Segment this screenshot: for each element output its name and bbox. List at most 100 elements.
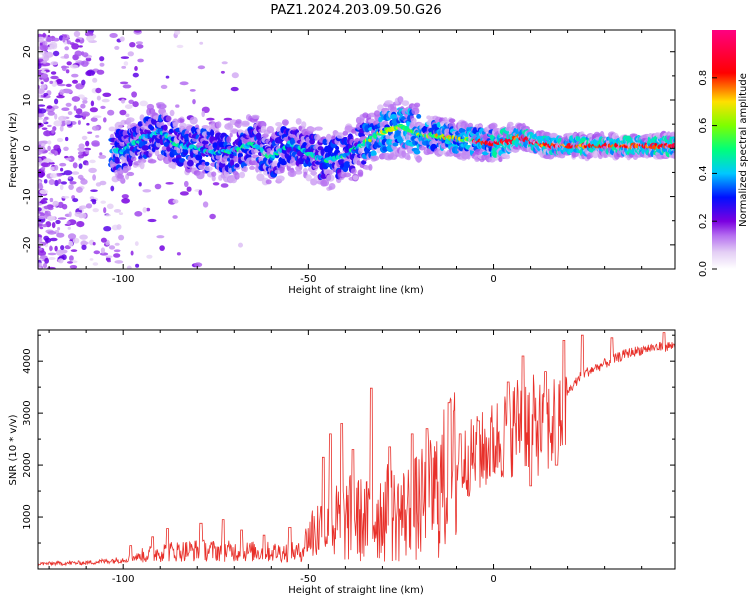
heatmap-cell bbox=[211, 175, 216, 182]
colorbar-tick-label: 0.2 bbox=[698, 213, 709, 229]
heatmap-cell bbox=[74, 50, 83, 57]
heatmap-cell bbox=[44, 257, 49, 264]
heatmap-cell bbox=[99, 180, 107, 186]
heatmap-xtick-label: -100 bbox=[112, 274, 135, 285]
heatmap-cell bbox=[42, 224, 48, 228]
heatmap-cell bbox=[120, 56, 130, 59]
heatmap-cell bbox=[414, 102, 421, 108]
heatmap-cell bbox=[45, 36, 53, 43]
heatmap-cells bbox=[38, 30, 675, 269]
heatmap-cell bbox=[165, 75, 170, 79]
heatmap-cell bbox=[186, 186, 192, 192]
heatmap-cell bbox=[179, 118, 185, 123]
heatmap-cell bbox=[146, 207, 151, 212]
heatmap-cell bbox=[38, 266, 42, 269]
snr-xlabel: Height of straight line (km) bbox=[288, 585, 424, 596]
heatmap-cell bbox=[415, 155, 423, 163]
heatmap-cell bbox=[49, 237, 58, 242]
heatmap-cell bbox=[343, 172, 352, 178]
heatmap-cell bbox=[57, 178, 62, 185]
heatmap-cell bbox=[335, 145, 340, 151]
heatmap-cell bbox=[39, 189, 49, 195]
heatmap-cell bbox=[77, 120, 81, 125]
heatmap-cell bbox=[184, 180, 189, 188]
heatmap-cell bbox=[202, 201, 209, 208]
heatmap-cell bbox=[90, 189, 98, 192]
heatmap-cell bbox=[85, 57, 92, 62]
heatmap-cell bbox=[100, 237, 107, 243]
heatmap-cell bbox=[179, 191, 189, 196]
heatmap-cell bbox=[62, 36, 66, 43]
heatmap-cell bbox=[91, 142, 100, 147]
heatmap-cell bbox=[107, 259, 111, 263]
heatmap-cell bbox=[101, 98, 110, 103]
heatmap-cell bbox=[129, 42, 136, 48]
colorbar-tick-label: 0.6 bbox=[698, 118, 709, 134]
heatmap-cell bbox=[57, 217, 67, 220]
heatmap-cell bbox=[350, 168, 357, 175]
snr-frame bbox=[37, 329, 676, 570]
snr-xtick-label: -50 bbox=[300, 574, 316, 585]
heatmap-cell bbox=[134, 66, 138, 71]
heatmap-cell bbox=[154, 183, 162, 190]
heatmap-cell bbox=[100, 105, 106, 109]
heatmap-cell bbox=[81, 111, 90, 117]
heatmap-cell bbox=[669, 131, 675, 138]
heatmap-cell bbox=[131, 91, 138, 98]
heatmap-cell bbox=[149, 125, 155, 131]
heatmap-cell bbox=[41, 166, 46, 171]
heatmap-cell bbox=[40, 113, 45, 117]
heatmap-cell bbox=[50, 71, 57, 75]
heatmap-cell bbox=[212, 182, 220, 186]
heatmap-cell bbox=[295, 170, 303, 175]
heatmap-cell bbox=[128, 99, 134, 105]
heatmap-cell bbox=[489, 122, 498, 129]
heatmap-cell bbox=[179, 81, 189, 86]
heatmap-cell bbox=[77, 154, 85, 159]
heatmap-cell bbox=[130, 250, 134, 256]
heatmap-cell bbox=[235, 119, 242, 124]
heatmap-cell bbox=[137, 158, 147, 164]
heatmap-cell bbox=[43, 158, 52, 163]
heatmap-cell bbox=[109, 33, 118, 38]
heatmap-cell bbox=[56, 95, 65, 99]
heatmap-cell bbox=[99, 62, 105, 67]
heatmap-cell bbox=[71, 171, 80, 175]
heatmap-frame bbox=[37, 29, 676, 270]
heatmap-cell bbox=[134, 211, 143, 217]
heatmap-cell bbox=[234, 172, 240, 180]
heatmap-cell bbox=[99, 56, 105, 62]
heatmap-cell bbox=[197, 65, 206, 70]
heatmap-cell bbox=[39, 44, 49, 51]
heatmap-cell bbox=[238, 242, 243, 248]
heatmap-cell bbox=[43, 54, 50, 62]
heatmap-cell bbox=[138, 182, 142, 187]
heatmap-cell bbox=[220, 70, 225, 74]
heatmap-cell bbox=[42, 197, 48, 201]
heatmap-cell bbox=[117, 173, 124, 179]
heatmap-cell bbox=[63, 53, 69, 59]
heatmap-cell bbox=[159, 245, 165, 252]
heatmap-cell bbox=[192, 99, 196, 105]
heatmap-cell bbox=[146, 254, 153, 259]
heatmap-cell bbox=[413, 149, 421, 155]
heatmap-cell bbox=[59, 89, 65, 95]
heatmap-cell bbox=[54, 113, 58, 120]
heatmap-cell bbox=[42, 118, 47, 123]
heatmap-cell bbox=[301, 121, 307, 129]
heatmap-cell bbox=[86, 122, 90, 126]
heatmap-cell bbox=[71, 73, 79, 78]
heatmap-cell bbox=[90, 117, 98, 122]
heatmap-cell bbox=[176, 44, 184, 49]
heatmap-cell bbox=[78, 151, 83, 156]
heatmap-cell bbox=[105, 255, 113, 258]
heatmap-cell bbox=[134, 241, 139, 247]
heatmap-cell bbox=[41, 162, 49, 168]
heatmap-cell bbox=[220, 183, 229, 188]
heatmap-cell bbox=[43, 205, 52, 210]
heatmap-cell bbox=[40, 84, 47, 89]
heatmap-cell bbox=[205, 144, 210, 149]
heatmap-cell bbox=[156, 235, 165, 239]
heatmap-cell bbox=[89, 107, 98, 113]
heatmap-cell bbox=[72, 79, 78, 84]
